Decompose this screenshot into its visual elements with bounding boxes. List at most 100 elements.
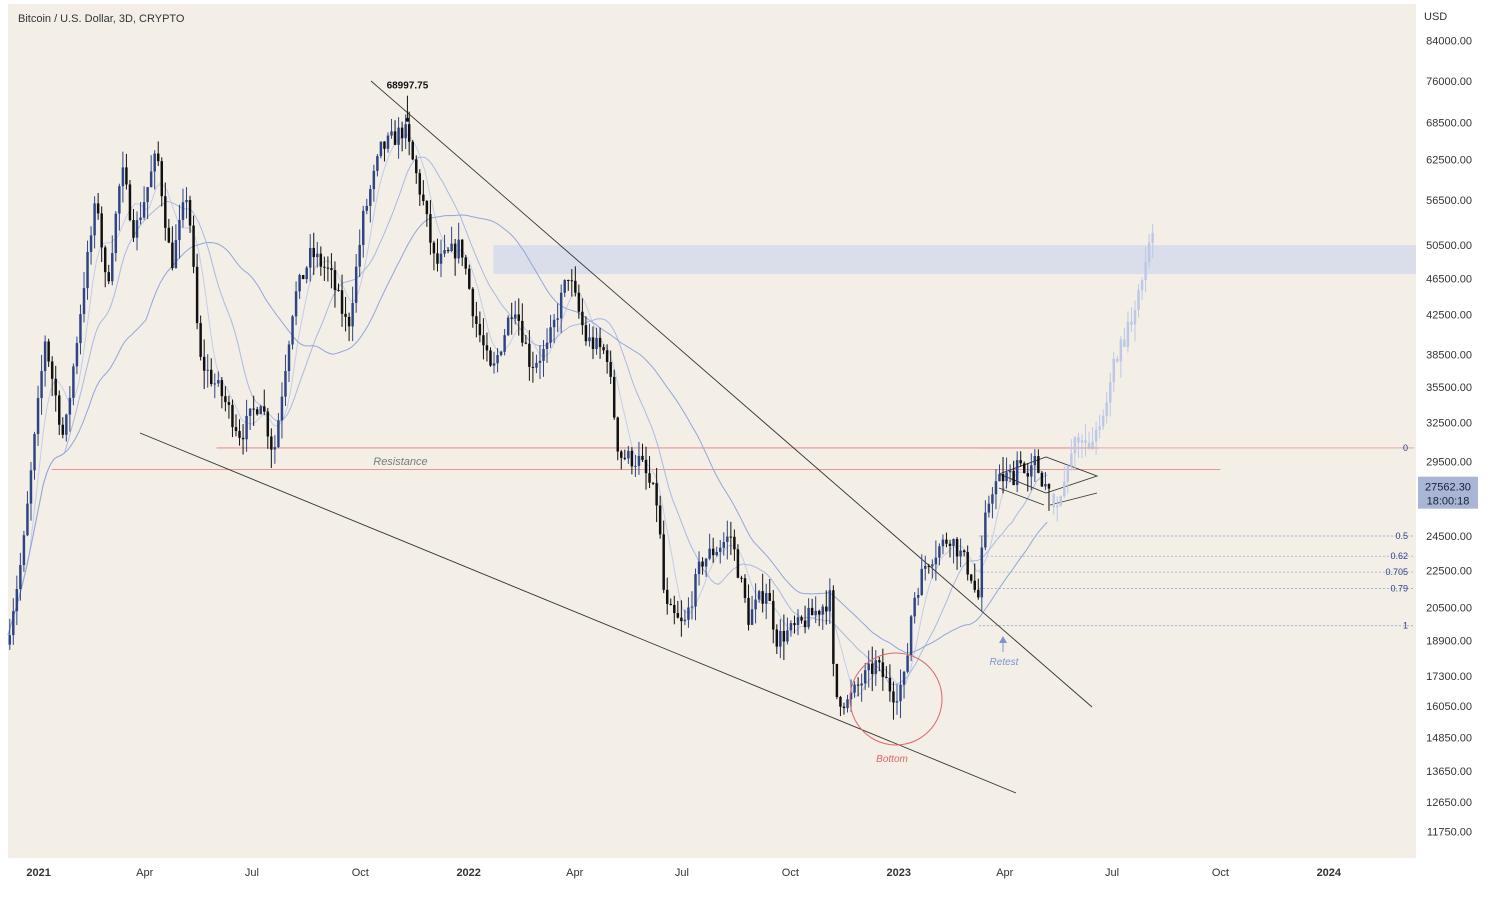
candle [362, 210, 365, 245]
candle [287, 344, 291, 372]
candle [316, 253, 319, 258]
candle [227, 402, 231, 405]
candle [506, 317, 510, 336]
projection-candle [1063, 481, 1066, 497]
candle [789, 623, 793, 631]
candle [1019, 460, 1022, 464]
y-tick-label: 16050.00 [1426, 701, 1472, 713]
candle [383, 141, 386, 149]
ath-marker-dot [405, 117, 410, 122]
candle [641, 455, 644, 460]
price-axis[interactable]: 11750.00 12650.00 13650.00 14850.00 16050.00… [1426, 36, 1472, 839]
y-tick-label: 35500.00 [1426, 382, 1472, 394]
projection-candle [1130, 321, 1133, 325]
candle [881, 662, 885, 678]
time-axis[interactable]: 2021 Apr Jul Oct 2022 Apr Jul Oct 2023 Apr Jul Oct 2… [26, 867, 1342, 879]
ath-label: 68997.75 [387, 81, 429, 92]
y-tick-label: 76000.00 [1426, 76, 1472, 88]
candle [418, 173, 422, 195]
fib-level-label: 0.705 [1385, 567, 1408, 577]
y-tick-label: 17300.00 [1426, 671, 1472, 683]
projection-candle [1105, 402, 1108, 416]
candle [764, 593, 768, 604]
candle [263, 406, 266, 412]
candle [1001, 474, 1005, 482]
x-tick-label: Apr [566, 867, 583, 879]
y-tick-label: 29500.00 [1426, 456, 1472, 468]
fib-level-label: 0.5 [1395, 531, 1408, 541]
candle [220, 380, 224, 397]
candle [510, 317, 513, 319]
candle [938, 546, 941, 558]
y-tick-label: 50500.00 [1426, 240, 1472, 252]
candle [146, 187, 149, 203]
candle [333, 270, 337, 290]
candle [697, 561, 701, 575]
candle [542, 348, 545, 361]
x-tick-label: Oct [1212, 867, 1229, 879]
y-tick-label: 14850.00 [1426, 732, 1472, 744]
candle [549, 327, 552, 343]
candle [528, 343, 531, 367]
candle [552, 319, 556, 328]
candle [966, 552, 969, 575]
candle [924, 565, 927, 569]
plot-area[interactable] [8, 4, 1416, 858]
candle [810, 607, 814, 616]
candle [111, 253, 114, 282]
candle [181, 202, 185, 220]
candle [478, 323, 482, 336]
candle [188, 200, 192, 226]
candle [722, 542, 726, 548]
triangle-lower-line [1049, 492, 1098, 506]
fib-level-label: 0.62 [1390, 551, 1408, 561]
candle [959, 550, 962, 557]
annotation-layer: 68997.75 Bottom Retest [387, 81, 1020, 765]
candle [234, 427, 238, 432]
candle [266, 411, 270, 437]
projection-candle [1059, 496, 1062, 506]
candle [231, 404, 234, 428]
candle [8, 635, 12, 645]
projection-candle [1087, 442, 1091, 448]
fib-level-label: 0 [1403, 443, 1408, 453]
candle [326, 267, 330, 269]
ma-fast-line [7, 134, 1048, 697]
candle [75, 343, 79, 367]
candle [729, 536, 733, 538]
candle [1044, 484, 1047, 487]
ma-slow-line [7, 214, 1048, 654]
candle [376, 156, 379, 171]
candle [86, 251, 89, 289]
candle [1015, 460, 1019, 486]
overlay-layer: Resistance 0 0.5 0.62 0.705 0.79 1 [51, 245, 1416, 631]
chart-title: Bitcoin / U.S. Dollar, 3D, CRYPTO [18, 13, 185, 25]
candle [754, 599, 757, 610]
projection-candle [1070, 453, 1073, 467]
fib-level-label: 1 [1403, 621, 1408, 631]
candle [878, 660, 881, 663]
candle [973, 580, 976, 590]
candle [559, 292, 563, 319]
projection-candle [1084, 440, 1087, 443]
candle [736, 549, 740, 578]
candle [422, 194, 425, 202]
candle [210, 369, 213, 384]
last-price-value: 27562.30 [1425, 482, 1471, 494]
y-tick-label: 13650.00 [1426, 766, 1472, 778]
candle [803, 620, 807, 628]
candle [817, 610, 821, 615]
projection-candle [1109, 382, 1112, 403]
candle [934, 557, 938, 565]
candle [224, 396, 227, 403]
candle [29, 470, 33, 504]
candle [404, 124, 407, 139]
candle [860, 683, 863, 686]
candle [945, 539, 948, 544]
candle [107, 272, 110, 282]
candle [687, 607, 690, 620]
retest-arrow-head [999, 636, 1007, 643]
candle [475, 316, 478, 324]
